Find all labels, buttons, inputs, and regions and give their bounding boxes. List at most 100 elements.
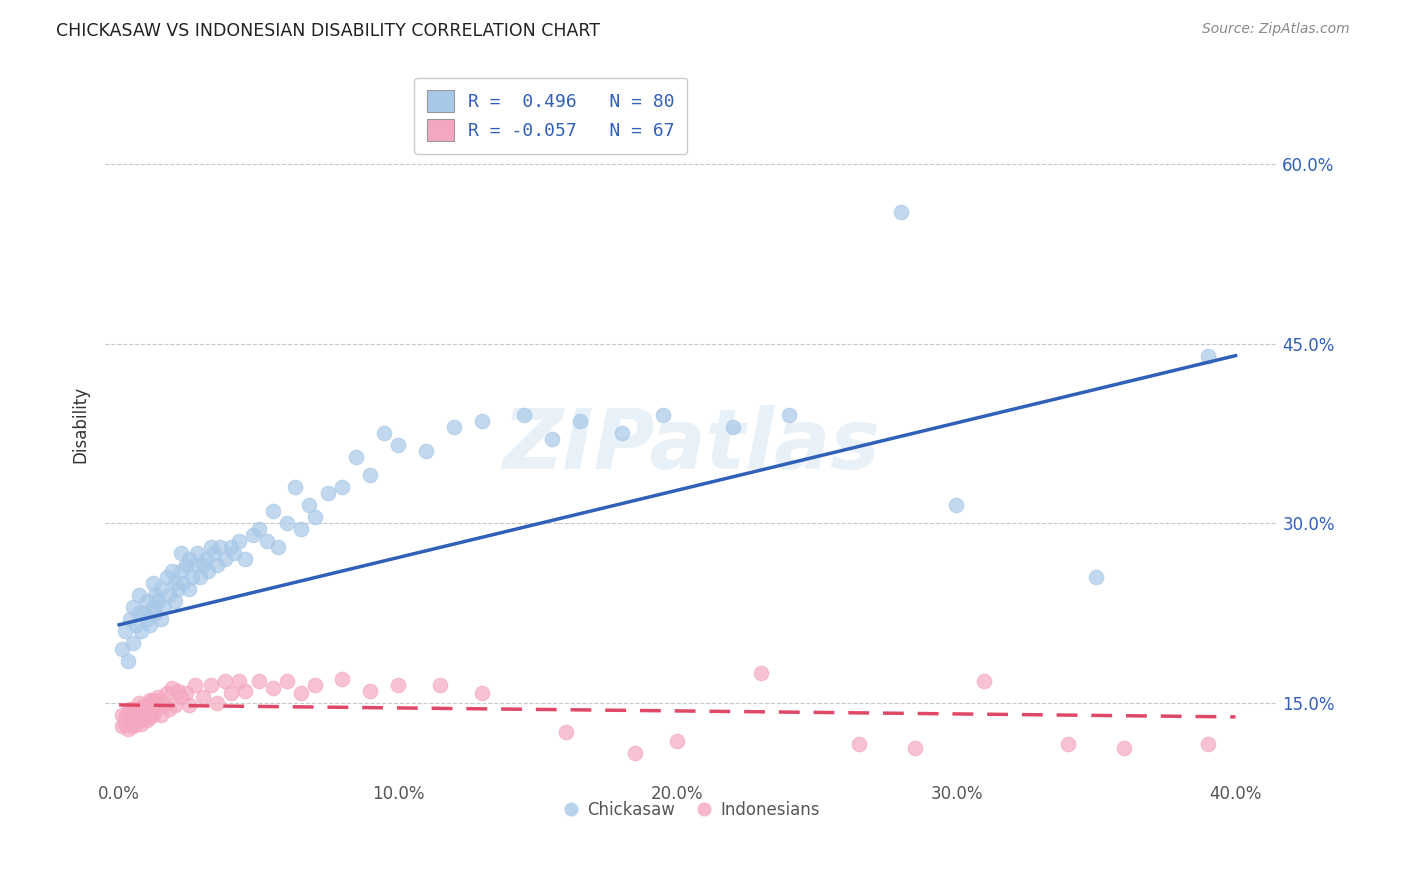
Point <box>180 570 202 584</box>
Point <box>284 480 307 494</box>
Point <box>172 575 194 590</box>
Point <box>200 677 222 691</box>
Point <box>177 552 200 566</box>
Point <box>1085 570 1108 584</box>
Point <box>387 438 409 452</box>
Point <box>778 409 800 423</box>
Point <box>183 558 205 572</box>
Point <box>122 710 145 724</box>
Point <box>111 641 134 656</box>
Point <box>652 409 675 423</box>
Point <box>145 606 167 620</box>
Point <box>117 654 139 668</box>
Point <box>304 677 326 691</box>
Point <box>166 683 188 698</box>
Point <box>290 522 312 536</box>
Point <box>194 552 217 566</box>
Point <box>160 564 183 578</box>
Point <box>513 409 536 423</box>
Point <box>117 722 139 736</box>
Point <box>721 420 744 434</box>
Point <box>205 558 228 572</box>
Point <box>1197 738 1219 752</box>
Point <box>219 686 242 700</box>
Point <box>169 564 191 578</box>
Point <box>471 414 494 428</box>
Point <box>142 707 165 722</box>
Point <box>247 522 270 536</box>
Point <box>163 698 186 712</box>
Point <box>157 701 180 715</box>
Point <box>131 705 153 719</box>
Point <box>247 673 270 688</box>
Point <box>276 516 298 530</box>
Point <box>233 552 256 566</box>
Point <box>443 420 465 434</box>
Point <box>136 698 159 712</box>
Point <box>177 582 200 596</box>
Point <box>128 606 150 620</box>
Point <box>125 705 148 719</box>
Point <box>304 510 326 524</box>
Point <box>150 612 173 626</box>
Point <box>471 686 494 700</box>
Point <box>153 698 176 712</box>
Point <box>134 606 156 620</box>
Point <box>150 693 173 707</box>
Point <box>332 672 354 686</box>
Point <box>228 673 250 688</box>
Point <box>160 681 183 696</box>
Point <box>554 725 576 739</box>
Point <box>1112 741 1135 756</box>
Point <box>120 701 142 715</box>
Point <box>136 714 159 728</box>
Point <box>373 426 395 441</box>
Point <box>666 734 689 748</box>
Point <box>148 690 170 704</box>
Point <box>163 594 186 608</box>
Point <box>125 617 148 632</box>
Point <box>136 594 159 608</box>
Point <box>128 714 150 728</box>
Point <box>169 546 191 560</box>
Point <box>186 546 208 560</box>
Point <box>1197 349 1219 363</box>
Point <box>191 690 214 704</box>
Point <box>139 693 162 707</box>
Text: Source: ZipAtlas.com: Source: ZipAtlas.com <box>1202 22 1350 37</box>
Point <box>276 673 298 688</box>
Point <box>177 698 200 712</box>
Point <box>610 426 633 441</box>
Point <box>359 683 381 698</box>
Point <box>540 433 562 447</box>
Point <box>344 450 367 465</box>
Point <box>214 673 236 688</box>
Point <box>973 673 995 688</box>
Point <box>214 552 236 566</box>
Point <box>134 698 156 712</box>
Point <box>903 741 925 756</box>
Point <box>139 710 162 724</box>
Point <box>290 686 312 700</box>
Point <box>114 717 136 731</box>
Legend: Chickasaw, Indonesians: Chickasaw, Indonesians <box>555 794 827 825</box>
Point <box>318 486 340 500</box>
Point <box>624 746 647 760</box>
Point <box>128 588 150 602</box>
Point <box>191 558 214 572</box>
Point <box>208 540 231 554</box>
Point <box>233 683 256 698</box>
Point <box>359 468 381 483</box>
Point <box>114 710 136 724</box>
Point <box>415 444 437 458</box>
Point <box>131 624 153 638</box>
Point <box>150 707 173 722</box>
Point <box>120 714 142 728</box>
Point <box>228 534 250 549</box>
Y-axis label: Disability: Disability <box>72 386 89 463</box>
Point <box>219 540 242 554</box>
Point <box>332 480 354 494</box>
Point <box>387 677 409 691</box>
Point <box>145 701 167 715</box>
Point <box>568 414 591 428</box>
